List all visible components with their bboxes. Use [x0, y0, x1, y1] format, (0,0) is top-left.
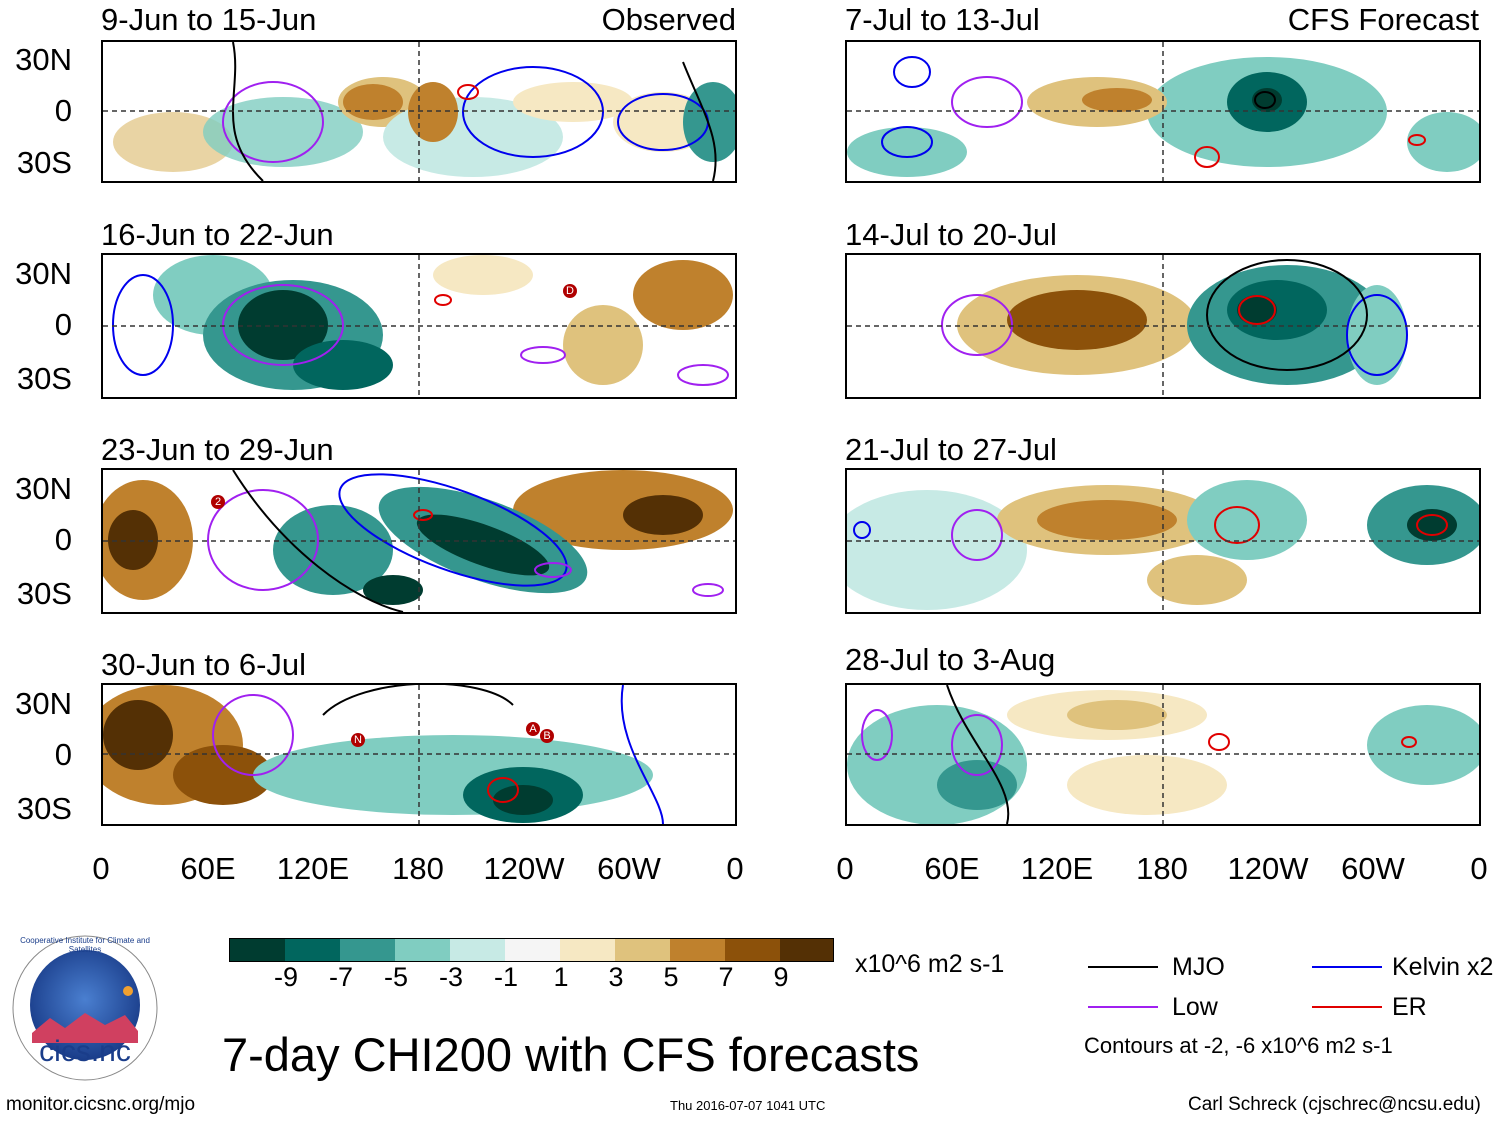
map-panel-1 [101, 40, 737, 183]
colorbar-label: -1 [493, 962, 518, 992]
xtick-right-0-end: 0 [1470, 851, 1488, 886]
panel-title-8: 28-Jul to 3-Aug [845, 642, 1056, 677]
panel-title-5: 7-Jul to 13-Jul [845, 2, 1040, 37]
xtick-right-120w: 120W [1227, 851, 1309, 886]
legend-er-label: ER [1392, 993, 1427, 1021]
map-panel-7 [845, 468, 1481, 614]
colorbar-cell [560, 938, 615, 962]
map-6-svg [847, 255, 1479, 397]
ytick-0: 0 [54, 737, 72, 772]
logo-ring-text: Cooperative Institute for Climate and Sa… [20, 936, 150, 954]
panel-label-observed: Observed [601, 2, 736, 37]
colorbar-cell [780, 938, 834, 962]
logo-text: cics.nc [39, 1035, 131, 1068]
panel-title-1: 9-Jun to 15-Jun [101, 2, 317, 37]
map-panel-5 [845, 40, 1481, 183]
panel-label-forecast: CFS Forecast [1287, 2, 1479, 37]
legend-contours-note: Contours at -2, -6 x10^6 m2 s-1 [1084, 1033, 1393, 1058]
xtick-right-60w: 60W [1341, 851, 1405, 886]
main-title: 7-day CHI200 with CFS forecasts [222, 1028, 920, 1081]
colorbar-cell [615, 938, 670, 962]
storm-marker-d: D [563, 284, 577, 298]
map-7-svg [847, 470, 1479, 612]
colorbar-cell [725, 938, 780, 962]
xtick-left-120e: 120E [276, 851, 350, 886]
map-panel-6 [845, 253, 1481, 399]
panel-title-7: 21-Jul to 27-Jul [845, 432, 1057, 467]
legend-er-line [1312, 1006, 1382, 1008]
legend-low-line [1088, 1006, 1158, 1008]
xtick-left-180: 180 [392, 851, 444, 886]
colorbar-label: -3 [438, 962, 463, 992]
ytick-30s: 30S [16, 145, 72, 180]
cics-logo-icon [12, 935, 158, 1081]
colorbar-label: -5 [383, 962, 408, 992]
xtick-left-0: 0 [92, 851, 110, 886]
ytick-0: 0 [54, 307, 72, 342]
ytick-30n: 30N [15, 256, 72, 291]
colorbar-label: 7 [718, 962, 734, 992]
legend-kelvin-line [1312, 966, 1382, 968]
map-panel-3: 2 [101, 468, 737, 614]
xtick-left-120w: 120W [483, 851, 565, 886]
colorbar-label: 1 [553, 962, 569, 992]
ytick-30s: 30S [16, 791, 72, 826]
legend-mjo-label: MJO [1172, 953, 1225, 981]
colorbar-units: x10^6 m2 s-1 [855, 950, 1005, 978]
colorbar-label: -9 [273, 962, 298, 992]
map-panel-8 [845, 683, 1481, 826]
colorbar-label: 5 [663, 962, 679, 992]
map-3-svg [103, 470, 735, 612]
footer-timestamp: Thu 2016-07-07 1041 UTC [670, 1098, 826, 1113]
storm-marker-n: N [351, 733, 365, 747]
ytick-30n: 30N [15, 42, 72, 77]
map-5-svg [847, 42, 1479, 181]
colorbar-label: 3 [608, 962, 624, 992]
ytick-30s: 30S [16, 361, 72, 396]
xtick-right-120e: 120E [1020, 851, 1094, 886]
colorbar-cell [505, 938, 560, 962]
legend-kelvin-label: Kelvin x2 [1392, 953, 1494, 981]
colorbar-label: -7 [328, 962, 353, 992]
xtick-right-0: 0 [836, 851, 854, 886]
map-8-svg [847, 685, 1479, 824]
panel-title-4: 30-Jun to 6-Jul [101, 647, 307, 682]
map-2-svg [103, 255, 735, 397]
ytick-30n: 30N [15, 471, 72, 506]
map-panel-4: N A B [101, 683, 737, 826]
colorbar-label: 9 [773, 962, 789, 992]
xtick-left-60e: 60E [180, 851, 236, 886]
legend-mjo-line [1088, 966, 1158, 968]
cics-logo: Cooperative Institute for Climate and Sa… [10, 933, 160, 1083]
storm-marker-2: 2 [211, 495, 225, 509]
colorbar-cell [229, 938, 285, 962]
xtick-right-180: 180 [1136, 851, 1188, 886]
colorbar-cell [670, 938, 725, 962]
ytick-30s: 30S [16, 576, 72, 611]
colorbar-cell [395, 938, 450, 962]
ytick-30n: 30N [15, 686, 72, 721]
xtick-left-60w: 60W [597, 851, 661, 886]
map-panel-2: D [101, 253, 737, 399]
footer-url[interactable]: monitor.cicsnc.org/mjo [6, 1094, 196, 1115]
storm-marker-b: B [540, 729, 554, 743]
map-4-svg [103, 685, 735, 824]
colorbar-cell [285, 938, 340, 962]
xtick-left-0-end: 0 [726, 851, 744, 886]
legend-low-label: Low [1172, 993, 1218, 1021]
ytick-0: 0 [54, 522, 72, 557]
xtick-right-60e: 60E [924, 851, 980, 886]
map-1-svg [103, 42, 735, 181]
storm-marker-a: A [526, 722, 540, 736]
panel-title-2: 16-Jun to 22-Jun [101, 217, 334, 252]
panel-title-3: 23-Jun to 29-Jun [101, 432, 334, 467]
footer-author: Carl Schreck (cjschrec@ncsu.edu) [1188, 1094, 1481, 1115]
ytick-0: 0 [54, 93, 72, 128]
colorbar-cell [450, 938, 505, 962]
panel-title-6: 14-Jul to 20-Jul [845, 217, 1057, 252]
colorbar-cell [340, 938, 395, 962]
